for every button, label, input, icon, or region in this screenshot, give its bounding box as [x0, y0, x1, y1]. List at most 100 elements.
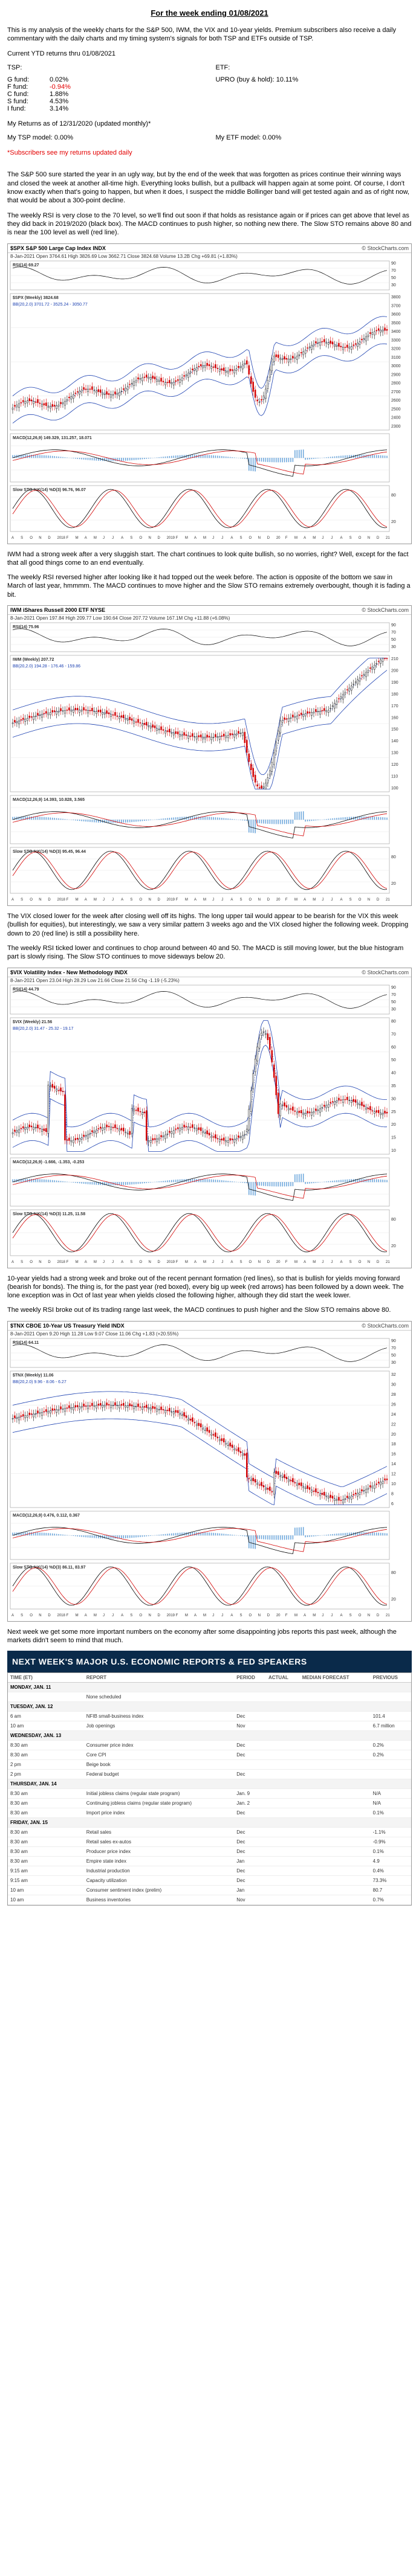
macd-hist-bar	[121, 820, 122, 823]
candle-body	[53, 404, 56, 406]
macd-hist-bar	[286, 1181, 287, 1186]
candle-body	[96, 711, 97, 714]
chart-ohlc: 8-Jan-2021 Open 23.04 High 28.29 Low 21.…	[8, 977, 411, 984]
macd-hist-bar	[171, 1533, 172, 1536]
candle-body	[24, 1126, 26, 1130]
macd-hist-bar	[183, 817, 185, 820]
candle-body	[28, 1124, 30, 1127]
x-axis-tick: O	[139, 536, 142, 540]
macd-hist-bar	[144, 457, 145, 459]
macd-hist-bar	[140, 1181, 141, 1184]
price-tick: 160	[391, 716, 398, 720]
candle-body	[233, 1448, 235, 1450]
macd-hist-bar	[202, 816, 204, 820]
candle-body	[262, 1031, 265, 1033]
x-axis-tick: A	[340, 898, 343, 902]
candle-body	[302, 351, 304, 355]
candle-body	[348, 346, 351, 348]
candle-body	[97, 1128, 100, 1129]
candle-body	[275, 1076, 277, 1095]
macd-hist-bar	[163, 818, 164, 820]
candle-body	[16, 1129, 18, 1132]
macd-hist-bar	[194, 816, 195, 820]
candle-body	[350, 345, 352, 350]
calendar-column-header: ACTUAL	[265, 1673, 300, 1683]
macd-hist-bar	[309, 1535, 310, 1537]
candle-body	[340, 1099, 342, 1100]
candle-body	[123, 388, 125, 390]
macd-hist-bar	[204, 1178, 206, 1182]
calendar-cell	[370, 1769, 411, 1780]
calendar-cell: Beige book	[83, 1759, 235, 1770]
macd-hist-bar	[200, 454, 202, 458]
candle-body	[238, 1447, 239, 1452]
macd-hist-bar	[24, 1532, 26, 1536]
candle-body	[192, 1124, 193, 1128]
x-axis-tick: M	[185, 536, 188, 540]
calendar-row: 6 am NFIB small-business index Dec 101.4	[8, 1711, 411, 1722]
macd-hist-bar	[198, 454, 200, 458]
candle-body	[386, 1478, 388, 1480]
ytd-label: Current YTD returns thru 01/08/2021	[7, 50, 115, 57]
macd-hist-bar	[131, 1181, 132, 1184]
x-axis-tick: O	[359, 898, 362, 902]
x-axis-tick: F	[285, 1261, 288, 1264]
x-axis-tick: N	[39, 1614, 41, 1617]
candle-body	[235, 368, 238, 371]
candle-body	[235, 733, 238, 736]
candle-body	[164, 1134, 166, 1139]
x-axis-tick: M	[203, 536, 206, 540]
macd-hist-bar	[22, 1178, 24, 1182]
candle-body	[62, 402, 64, 404]
candle-body	[206, 1427, 208, 1431]
candle-body	[196, 736, 198, 740]
calendar-cell: 8:30 am	[8, 1740, 84, 1751]
candle-body	[371, 1486, 374, 1488]
candle-body	[93, 711, 96, 712]
macd-hist-bar	[256, 457, 258, 461]
x-axis-tick: A	[194, 1261, 197, 1264]
candle-body	[254, 775, 256, 783]
fund-value: 0.02%	[50, 75, 69, 83]
sto-tick: 20	[391, 1598, 396, 1602]
macd-hist-bar	[123, 820, 125, 823]
macd-hist-bar	[261, 1535, 262, 1539]
candle-body	[336, 1100, 338, 1102]
macd-hist-bar	[294, 449, 296, 458]
bb-lower	[12, 670, 388, 789]
macd-hist-bar	[334, 1180, 336, 1182]
candle-body	[37, 1410, 39, 1413]
candle-body	[68, 396, 70, 398]
candle-body	[374, 1111, 375, 1114]
x-axis-tick: J	[103, 1261, 105, 1264]
x-axis-tick: O	[139, 1614, 142, 1617]
macd-hist-bar	[79, 820, 80, 821]
x-axis-tick: S	[21, 1261, 23, 1264]
macd-hist-bar	[89, 457, 91, 460]
candle-body	[129, 716, 131, 721]
candle-body	[47, 1084, 50, 1134]
calendar-cell	[265, 1711, 300, 1722]
x-axis-tick: J	[103, 1614, 105, 1617]
macd-hist-bar	[97, 1535, 99, 1538]
candle-body	[152, 724, 154, 728]
candle-body	[271, 1491, 273, 1492]
candle-body	[256, 1483, 258, 1485]
x-axis-tick: 21	[386, 1614, 390, 1617]
macd-hist-bar	[41, 1179, 43, 1182]
calendar-cell	[299, 1895, 371, 1906]
macd-hist-bar	[100, 820, 102, 823]
calendar-cell	[83, 1682, 235, 1693]
candle-body	[367, 670, 369, 673]
macd-hist-bar	[192, 1532, 193, 1536]
x-axis-tick: N	[258, 1614, 261, 1617]
macd-hist-bar	[50, 817, 51, 820]
candle-body	[141, 1112, 143, 1115]
candle-body	[108, 393, 110, 395]
candle-body	[271, 358, 273, 371]
calendar-cell	[299, 1701, 371, 1712]
sto-panel-legend: Slow STO %K(14) %D(3) 86.11, 83.97	[13, 1566, 86, 1570]
candle-body	[34, 1127, 37, 1128]
candle-body	[354, 1099, 357, 1103]
x-axis-tick: D	[48, 536, 51, 540]
